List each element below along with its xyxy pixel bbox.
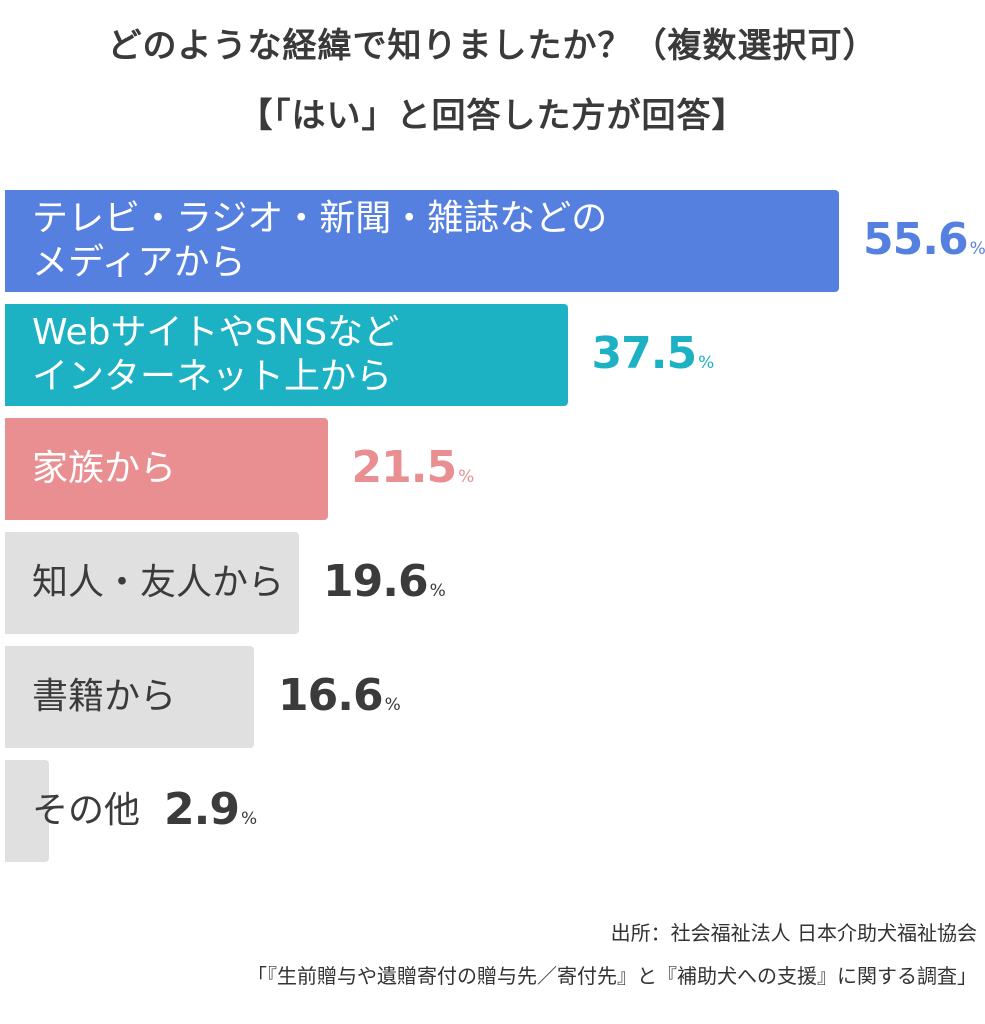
- bar: [5, 532, 299, 634]
- value-unit: %: [458, 467, 475, 487]
- value-number: 21.5: [351, 442, 458, 493]
- bar: [5, 760, 49, 862]
- bar-value-label: 55.6%: [863, 214, 985, 265]
- value-unit: %: [240, 809, 258, 829]
- chart-subtitle: 【「はい」と回答した方が回答】: [238, 96, 747, 136]
- value-unit: %: [429, 581, 446, 601]
- bar-value-label: 19.6%: [323, 556, 446, 607]
- value-number: 37.5: [591, 328, 698, 379]
- source-line-1: 出所：社会福祉法人 日本介助犬福祉協会: [610, 921, 977, 945]
- bar-category-label: テレビ・ラジオ・新聞・雑誌などの メディアから: [32, 198, 608, 283]
- value-number: 19.6: [323, 556, 429, 607]
- value-unit: %: [698, 353, 715, 373]
- bar: [5, 646, 254, 748]
- bar-category-label: 家族から: [32, 448, 177, 489]
- bar-category-label: 知人・友人から: [32, 562, 285, 603]
- bar-value-label: 37.5%: [592, 328, 715, 379]
- bar: [5, 304, 568, 406]
- bar-value-label: 2.9%: [164, 784, 257, 835]
- bar-value-label: 21.5%: [352, 442, 475, 493]
- value-unit: %: [384, 695, 401, 715]
- bar-category-label: その他: [32, 790, 141, 831]
- source-line-2: 「『生前贈与や遺贈寄付の贈与先／寄付先』と『補助犬への支援』に関する調査」: [247, 964, 977, 988]
- bar-category-label: WebサイトやSNSなど インターネット上から: [32, 312, 400, 397]
- bar-value-label: 16.6%: [278, 670, 401, 721]
- bar: [5, 190, 839, 292]
- value-unit: %: [969, 239, 985, 259]
- value-number: 16.6: [278, 670, 384, 721]
- chart-title: どのような経緯で知りましたか？（複数選択可）: [107, 26, 878, 66]
- value-number: 2.9: [164, 784, 240, 835]
- bar: [5, 418, 328, 520]
- value-number: 55.6: [863, 214, 969, 265]
- bar-category-label: 書籍から: [32, 676, 177, 717]
